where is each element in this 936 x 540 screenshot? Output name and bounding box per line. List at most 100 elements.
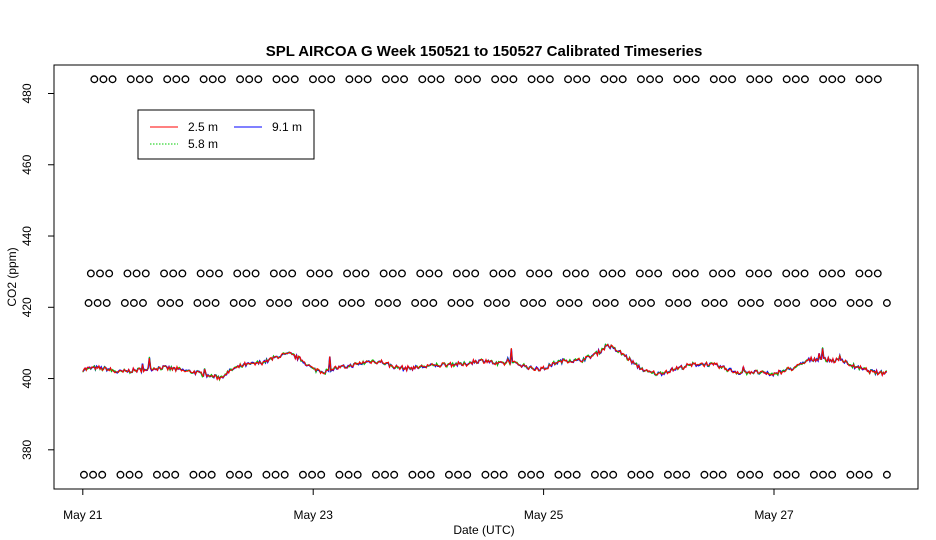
reference-marker [855,470,864,479]
reference-marker [416,269,425,278]
reference-marker [791,470,800,479]
reference-marker [527,75,536,84]
reference-marker [166,299,175,307]
reference-marker [198,470,207,479]
reference-marker [105,269,114,278]
reference-marker [89,470,98,479]
x-tick-label: May 27 [754,508,794,522]
reference-marker [215,269,223,278]
reference-marker [617,269,626,278]
reference-marker [709,75,718,84]
reference-marker [347,299,356,307]
reference-marker [139,299,147,307]
y-tick-label: 380 [20,439,34,459]
reference-marker [718,470,727,479]
reference-marker [509,75,518,84]
reference-marker [306,269,315,278]
reference-marker [266,299,274,307]
reference-marker [782,269,791,278]
reference-marker [235,470,244,479]
reference-marker [590,470,599,479]
reference-marker [746,470,754,479]
reference-marker [79,470,88,479]
reference-marker [783,299,792,307]
reference-marker [483,299,492,307]
reference-marker [746,299,755,307]
reference-marker [199,75,208,84]
reference-marker [837,269,846,278]
reference-marker [646,75,654,84]
reference-marker [683,299,692,307]
reference-marker [727,269,736,278]
y-axis-label: CO2 (ppm) [5,247,19,306]
reference-marker [345,75,354,84]
reference-marker [565,299,574,307]
reference-marker [462,269,470,278]
reference-marker [592,299,601,307]
reference-marker [691,75,700,84]
y-tick-label: 400 [20,368,34,388]
reference-marker [308,470,317,479]
reference-marker [507,269,516,278]
reference-marker [599,269,608,278]
reference-marker [864,470,873,479]
reference-marker [572,470,581,479]
reference-marker [672,269,681,278]
reference-marker [818,269,827,278]
reference-marker [126,75,135,84]
reference-marker [418,75,427,84]
reference-marker [202,299,211,307]
reference-marker [456,299,465,307]
reference-marker [134,470,143,479]
reference-marker [236,75,245,84]
reference-marker [728,75,736,84]
reference-marker [233,269,242,278]
reference-marker [536,470,545,479]
reference-marker [638,299,646,307]
reference-marker [284,299,293,307]
reference-marker [169,269,178,278]
reference-marker [700,470,709,479]
reference-marker [160,269,169,278]
reference-marker [673,75,682,84]
reference-marker [141,269,150,278]
reference-marker [682,470,691,479]
reference-marker [636,75,645,84]
reference-marker [563,470,572,479]
reference-marker [172,75,181,84]
reference-marker [709,470,718,479]
reference-marker [338,299,347,307]
reference-marker [335,470,344,479]
reference-marker [116,470,125,479]
reference-marker [315,269,324,278]
reference-marker [709,269,717,278]
reference-marker [490,470,499,479]
reference-marker [554,470,563,479]
reference-marker [855,299,864,307]
reference-marker [426,470,435,479]
reference-marker [454,470,462,479]
series-line-2-5m [82,343,888,381]
reference-marker [244,470,253,479]
reference-marker [434,269,443,278]
reference-marker [574,299,583,307]
reference-marker [181,75,190,84]
reference-marker [846,470,855,479]
x-axis-label: Date (UTC) [453,523,514,537]
reference-marker [390,470,399,479]
reference-marker [463,75,472,84]
reference-marker [800,75,809,84]
reference-marker [157,299,166,307]
reference-marker [171,470,180,479]
reference-marker [562,269,571,278]
x-tick-label: May 25 [524,508,564,522]
reference-marker [489,269,498,278]
reference-marker [205,269,214,278]
reference-marker [855,75,864,84]
reference-marker [864,299,873,307]
reference-marker [754,269,763,278]
reference-marker [601,299,610,307]
reference-marker [352,269,361,278]
reference-marker [254,75,263,84]
reference-marker [383,299,392,307]
